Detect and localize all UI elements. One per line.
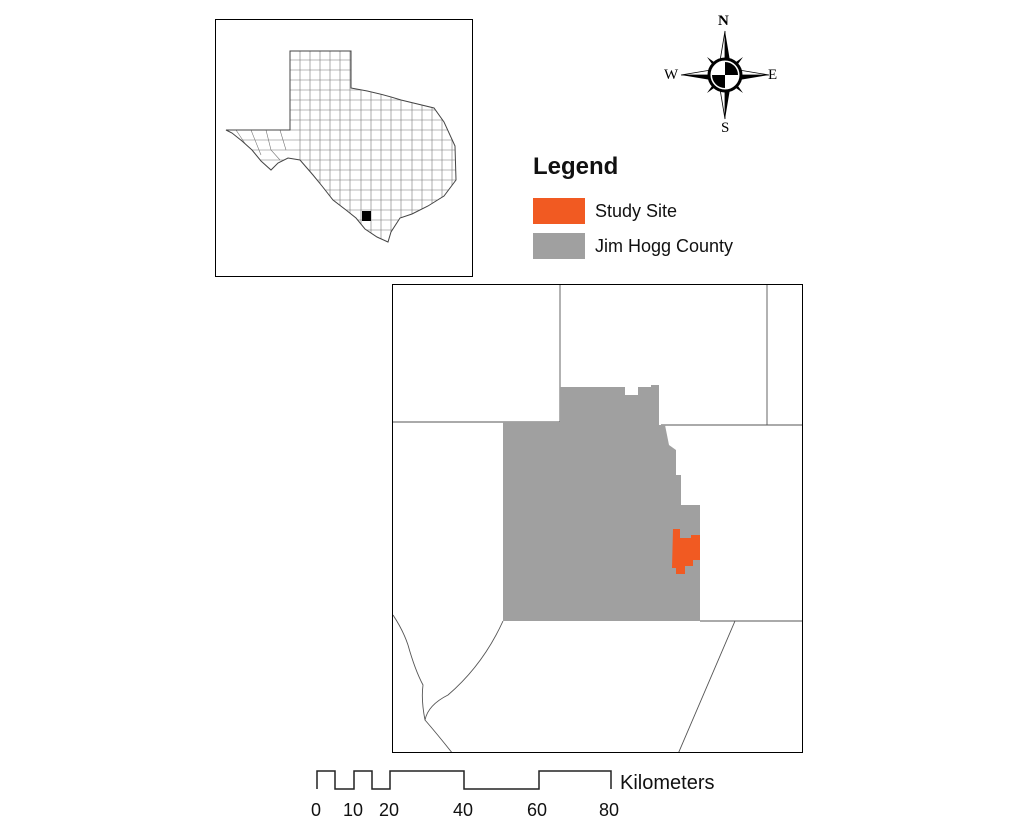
legend-label-jim-hogg-county: Jim Hogg County [595, 236, 734, 256]
legend-title: Legend [533, 153, 619, 180]
jim-hogg-county-polygon [503, 385, 700, 621]
county-boundaries [393, 285, 802, 752]
compass-rose-icon [680, 30, 770, 120]
scale-tick-80: 80 [599, 800, 620, 820]
scale-unit-label: Kilometers [620, 772, 715, 794]
compass-north-label: N [718, 13, 729, 29]
scale-tick-20: 20 [379, 800, 400, 820]
scale-tick-40: 40 [453, 800, 474, 820]
main-county-map [392, 284, 803, 753]
legend-label-study-site: Study Site [595, 201, 678, 221]
jim-hogg-locator-marker [362, 211, 371, 221]
compass-east-label: E [768, 67, 778, 83]
scale-tick-0: 0 [311, 800, 322, 820]
legend-swatch-study-site [533, 198, 585, 224]
compass-south-label: S [721, 120, 730, 136]
scale-bar: 0 10 20 40 60 80 Kilometers [300, 762, 740, 822]
legend-swatch-jim-hogg-county [533, 233, 585, 259]
scale-bar-graphic [316, 770, 612, 790]
scale-tick-60: 60 [527, 800, 548, 820]
north-arrow-compass: N S E W [660, 10, 790, 138]
texas-outline-map [225, 50, 457, 243]
texas-border [225, 50, 457, 243]
study-site-polygon [672, 529, 700, 574]
texas-county-grid [226, 51, 456, 242]
compass-west-label: W [664, 67, 679, 83]
scale-tick-10: 10 [343, 800, 364, 820]
inset-locator-map [215, 19, 473, 277]
